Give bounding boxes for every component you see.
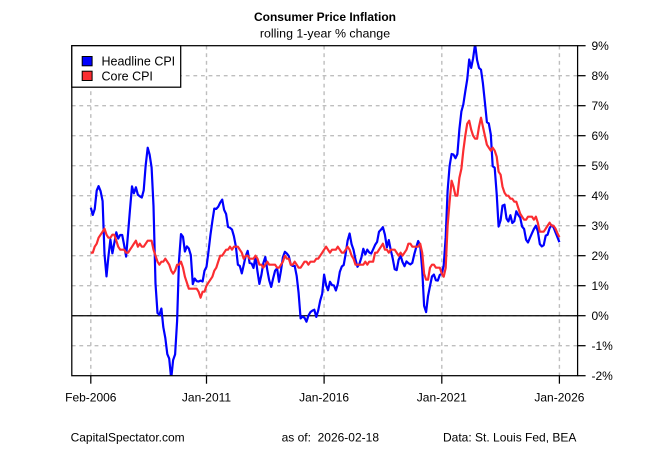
svg-text:Jan-2011: Jan-2011 (182, 391, 231, 405)
svg-text:Consumer Price Inflation: Consumer Price Inflation (254, 10, 396, 24)
svg-text:1%: 1% (592, 279, 610, 293)
svg-text:9%: 9% (592, 39, 610, 53)
svg-text:0%: 0% (592, 309, 610, 323)
svg-text:Feb-2006: Feb-2006 (65, 391, 117, 405)
svg-text:6%: 6% (592, 129, 610, 143)
svg-text:5%: 5% (592, 159, 610, 173)
svg-text:Core CPI: Core CPI (102, 69, 153, 83)
svg-text:Jan-2021: Jan-2021 (417, 391, 467, 405)
svg-text:3%: 3% (592, 219, 610, 233)
svg-text:as of: 2026-02-18: as of: 2026-02-18 (282, 430, 380, 444)
svg-text:Headline CPI: Headline CPI (102, 55, 176, 69)
svg-text:Data: St. Louis Fed, BEA: Data: St. Louis Fed, BEA (443, 430, 576, 444)
svg-text:2%: 2% (592, 249, 610, 263)
svg-text:CapitalSpectator.com: CapitalSpectator.com (71, 430, 185, 444)
svg-text:Jan-2026: Jan-2026 (534, 391, 584, 405)
svg-text:rolling 1-year % change: rolling 1-year % change (260, 27, 390, 41)
svg-text:-2%: -2% (592, 369, 614, 383)
svg-text:4%: 4% (592, 189, 610, 203)
svg-text:7%: 7% (592, 99, 610, 113)
svg-text:8%: 8% (592, 69, 610, 83)
svg-text:-1%: -1% (592, 339, 614, 353)
svg-text:Jan-2016: Jan-2016 (299, 391, 349, 405)
